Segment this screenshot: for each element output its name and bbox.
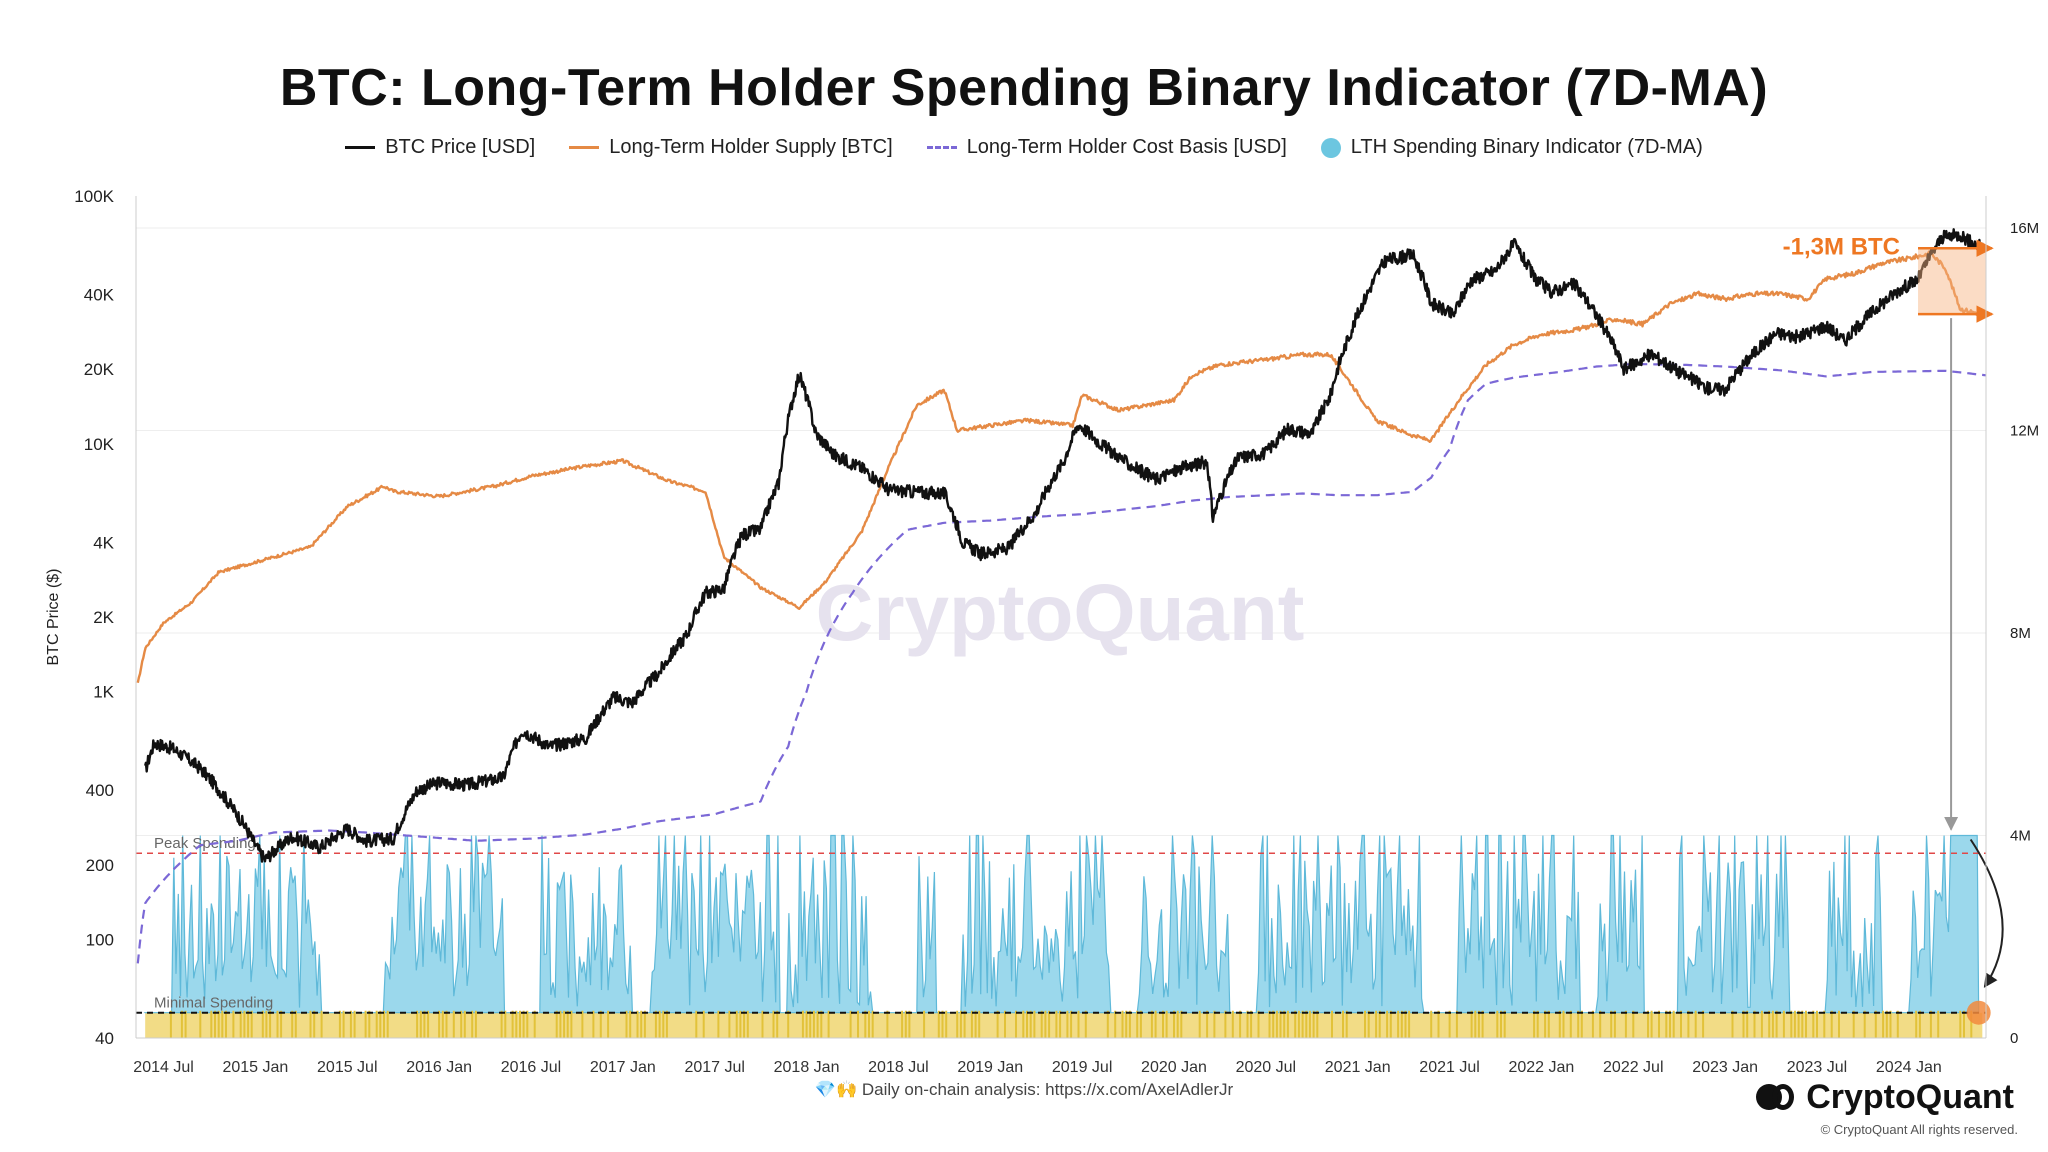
minimal-spending-label: Minimal Spending xyxy=(154,995,273,1012)
x-tick-label: 2024 Jan xyxy=(1876,1059,1942,1076)
y-tick-label: 40K xyxy=(84,286,115,305)
reference-lines: Peak Spending Minimal Spending xyxy=(136,835,1986,1014)
x-tick-label: 2022 Jul xyxy=(1603,1059,1664,1076)
legend-label-lth-cost-basis: Long-Term Holder Cost Basis [USD] xyxy=(966,136,1287,158)
axes: 16M 12M 8M 4M 0 100K 40K 20K 10K 4K 2K 1K 400 200 100 4… xyxy=(45,187,2039,1076)
legend-label-lth-supply: Long-Term Holder Supply [BTC] xyxy=(609,136,893,158)
indicator-base-band xyxy=(145,1012,1983,1038)
y-tick-label: 1K xyxy=(93,683,114,702)
legend: BTC Price [USD] Long-Term Holder Supply … xyxy=(0,136,2048,159)
y-tick-label: 20K xyxy=(84,360,115,379)
x-tick-label: 2017 Jan xyxy=(590,1059,656,1076)
watermark: CryptoQuant xyxy=(816,568,1305,657)
y2-tick-label: 4M xyxy=(2010,828,2031,845)
x-tick-label: 2022 Jan xyxy=(1508,1059,1574,1076)
annotations: -1,3M BTC xyxy=(1783,233,2004,1025)
y-tick-label: 4K xyxy=(93,533,114,552)
x-tick-label: 2015 Jan xyxy=(222,1059,288,1076)
y-tick-label: 40 xyxy=(95,1029,114,1048)
x-tick-label: 2023 Jul xyxy=(1787,1059,1848,1076)
legend-swatch-lth-supply xyxy=(569,146,600,149)
x-tick-label: 2015 Jul xyxy=(317,1059,378,1076)
x-tick-label: 2019 Jan xyxy=(957,1059,1023,1076)
current-point-marker xyxy=(1966,1000,1991,1025)
x-tick-label: 2019 Jul xyxy=(1052,1059,1113,1076)
y-axis-label: BTC Price ($) xyxy=(45,569,62,666)
series-line-lth-supply xyxy=(136,250,1983,684)
x-tick-label: 2020 Jan xyxy=(1141,1059,1207,1076)
series-line-btc-price xyxy=(144,228,1984,863)
legend-swatch-btc-price xyxy=(345,146,376,149)
series-lines xyxy=(136,228,1987,964)
drop-annotation: -1,3M BTC xyxy=(1783,233,1900,260)
y2-tick-label: 12M xyxy=(2010,423,2039,440)
brand-name: CryptoQuant xyxy=(1806,1078,2014,1116)
legend-item-btc-price[interactable]: BTC Price [USD] xyxy=(345,136,535,159)
legend-swatch-lth-cost-basis xyxy=(926,146,957,149)
lth-spending-area xyxy=(143,834,1983,1038)
highlight-box xyxy=(1918,248,1986,315)
grid xyxy=(136,227,1986,836)
y-tick-label: 200 xyxy=(86,856,114,875)
x-tick-label: 2018 Jan xyxy=(774,1059,840,1076)
x-tick-label: 2021 Jan xyxy=(1325,1059,1391,1076)
legend-item-lth-spending[interactable]: LTH Spending Binary Indicator (7D-MA) xyxy=(1320,136,1703,159)
x-tick-label: 2021 Jul xyxy=(1419,1059,1480,1076)
x-tick-label: 2017 Jul xyxy=(684,1059,745,1076)
legend-label-btc-price: BTC Price [USD] xyxy=(385,136,536,158)
indicator-base-spikes xyxy=(169,1010,1973,1038)
y2-tick-label: 16M xyxy=(2010,220,2039,237)
y2-tick-label: 8M xyxy=(2010,625,2031,642)
series-line-lth-cost-basis xyxy=(136,362,1987,964)
brand-logo[interactable]: CryptoQuant xyxy=(1756,1078,2014,1117)
y-tick-label: 100 xyxy=(86,930,114,949)
y2-tick-label: 0 xyxy=(2010,1030,2018,1047)
y-tick-label: 2K xyxy=(93,608,114,627)
x-tick-label: 2023 Jan xyxy=(1692,1059,1758,1076)
legend-item-lth-supply[interactable]: Long-Term Holder Supply [BTC] xyxy=(569,136,893,159)
legend-item-lth-cost-basis[interactable]: Long-Term Holder Cost Basis [USD] xyxy=(926,136,1287,159)
peak-spending-label: Peak Spending xyxy=(154,835,256,852)
x-tick-label: 2016 Jan xyxy=(406,1059,472,1076)
x-tick-label: 2018 Jul xyxy=(868,1059,929,1076)
chart-title: BTC: Long-Term Holder Spending Binary In… xyxy=(279,59,1769,117)
indicator-area xyxy=(143,834,1980,1014)
cryptoquant-logo-icon xyxy=(1756,1083,1796,1112)
y-tick-label: 10K xyxy=(84,435,115,454)
legend-swatch-lth-spending xyxy=(1320,137,1341,158)
x-tick-label: 2014 Jul xyxy=(133,1059,194,1076)
y-tick-label: 100K xyxy=(74,187,114,206)
x-tick-label: 2016 Jul xyxy=(501,1059,562,1076)
curved-arrow xyxy=(1969,838,2004,988)
copyright: © CryptoQuant All rights reserved. xyxy=(1820,1122,2018,1137)
legend-label-lth-spending: LTH Spending Binary Indicator (7D-MA) xyxy=(1350,136,1703,158)
x-tick-label: 2020 Jul xyxy=(1236,1059,1297,1076)
footer-note: 💎🙌 Daily on-chain analysis: https://x.co… xyxy=(814,1080,1234,1099)
y-tick-label: 400 xyxy=(86,781,114,800)
